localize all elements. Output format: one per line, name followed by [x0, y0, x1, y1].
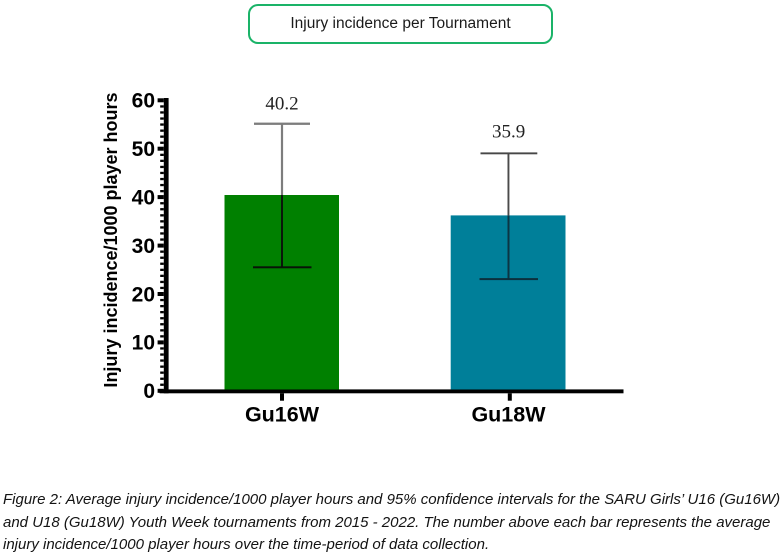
- svg-text:50: 50: [132, 138, 155, 161]
- svg-text:20: 20: [132, 283, 155, 306]
- svg-text:40: 40: [132, 186, 155, 209]
- svg-text:Gu18W: Gu18W: [471, 402, 546, 426]
- svg-text:Injury incidence/1000 player h: Injury incidence/1000 player hours: [101, 92, 121, 387]
- svg-text:35.9: 35.9: [492, 122, 525, 143]
- svg-text:40.2: 40.2: [265, 94, 298, 115]
- svg-text:60: 60: [132, 90, 155, 113]
- svg-text:30: 30: [132, 235, 155, 258]
- svg-text:10: 10: [132, 332, 155, 355]
- svg-text:0: 0: [143, 380, 155, 403]
- svg-text:Gu16W: Gu16W: [245, 402, 320, 426]
